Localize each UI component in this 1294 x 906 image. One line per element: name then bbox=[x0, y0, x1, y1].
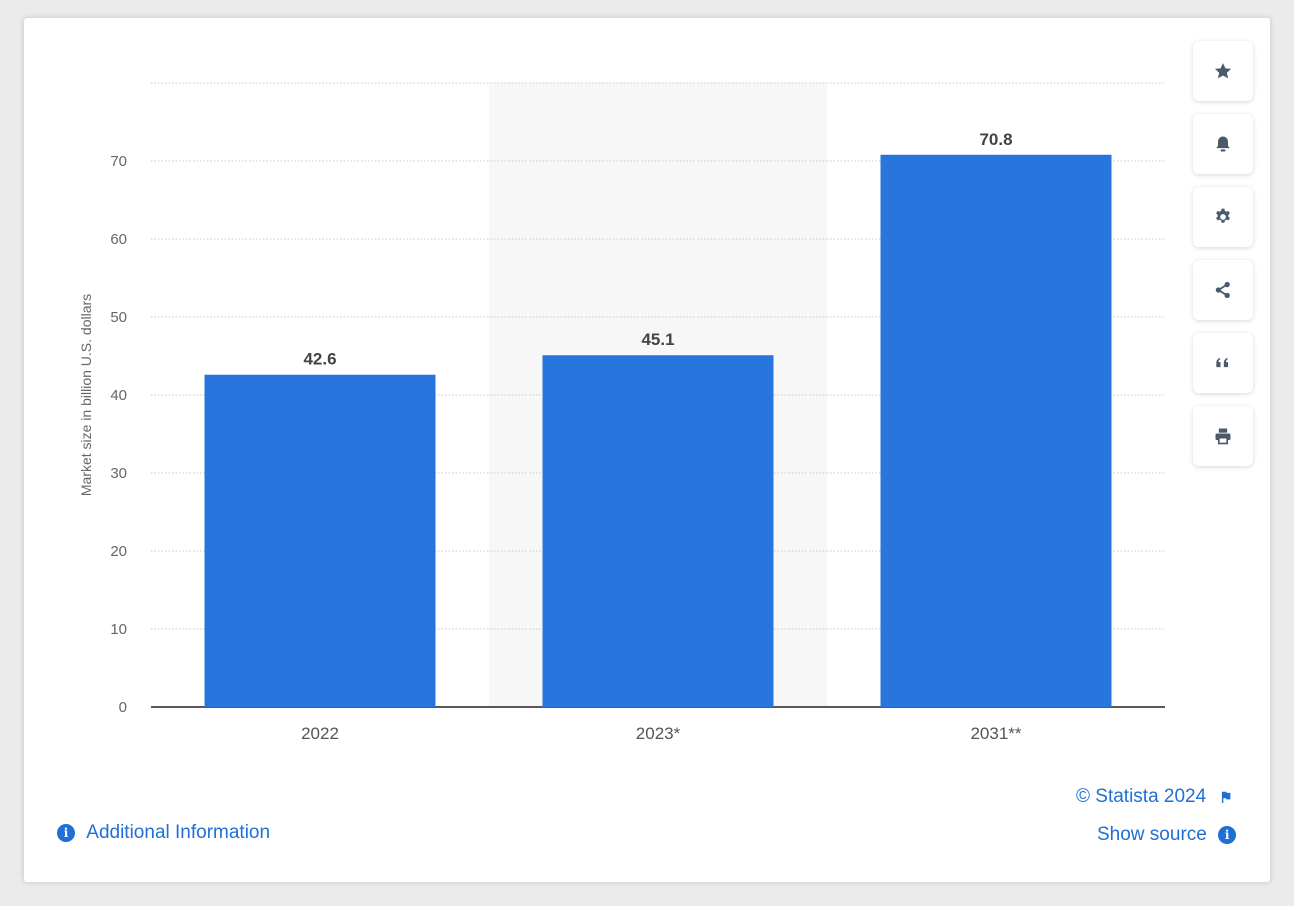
x-tick-label: 2022 bbox=[301, 724, 339, 743]
y-tick-label: 0 bbox=[119, 699, 127, 716]
print-button[interactable] bbox=[1193, 406, 1253, 466]
show-source-label: Show source bbox=[1097, 824, 1207, 845]
flag-icon bbox=[1222, 791, 1231, 803]
show-source-link[interactable]: Show source i bbox=[1097, 824, 1237, 846]
quote-icon bbox=[1216, 358, 1228, 368]
source-info-icon: i bbox=[1218, 825, 1237, 844]
bar[interactable] bbox=[204, 374, 436, 707]
cite-button[interactable] bbox=[1193, 333, 1253, 393]
y-tick-label: 60 bbox=[110, 231, 127, 248]
y-axis-label: Market size in billion U.S. dollars bbox=[78, 294, 94, 496]
y-tick-label: 50 bbox=[110, 309, 127, 326]
favorite-button[interactable] bbox=[1193, 41, 1253, 101]
x-tick-label: 2023* bbox=[636, 724, 681, 743]
y-tick-label: 30 bbox=[110, 465, 127, 482]
bar-value-label: 42.6 bbox=[303, 350, 336, 369]
share-icon bbox=[1215, 281, 1230, 299]
gear-icon bbox=[1216, 208, 1230, 223]
additional-information-label: Additional Information bbox=[86, 822, 271, 843]
star-icon bbox=[1214, 63, 1232, 79]
bar[interactable] bbox=[542, 355, 774, 707]
settings-button[interactable] bbox=[1193, 187, 1253, 247]
y-tick-label: 40 bbox=[110, 387, 127, 404]
bar-value-label: 70.8 bbox=[979, 130, 1012, 149]
notification-button[interactable] bbox=[1193, 114, 1253, 174]
y-tick-label: 10 bbox=[110, 621, 127, 638]
bell-icon bbox=[1216, 136, 1230, 152]
y-tick-label: 70 bbox=[110, 153, 127, 170]
bar[interactable] bbox=[880, 154, 1112, 707]
y-tick-label: 20 bbox=[110, 543, 127, 560]
statista-copyright-link[interactable]: © Statista 2024 bbox=[1076, 786, 1233, 808]
x-tick-label: 2031** bbox=[970, 724, 1021, 743]
share-button[interactable] bbox=[1193, 260, 1253, 320]
bar-value-label: 45.1 bbox=[641, 330, 674, 349]
copyright-label: © Statista 2024 bbox=[1076, 786, 1207, 807]
info-icon: i bbox=[57, 823, 75, 842]
print-icon bbox=[1215, 428, 1231, 445]
additional-information-link[interactable]: i Additional Information bbox=[57, 822, 270, 844]
